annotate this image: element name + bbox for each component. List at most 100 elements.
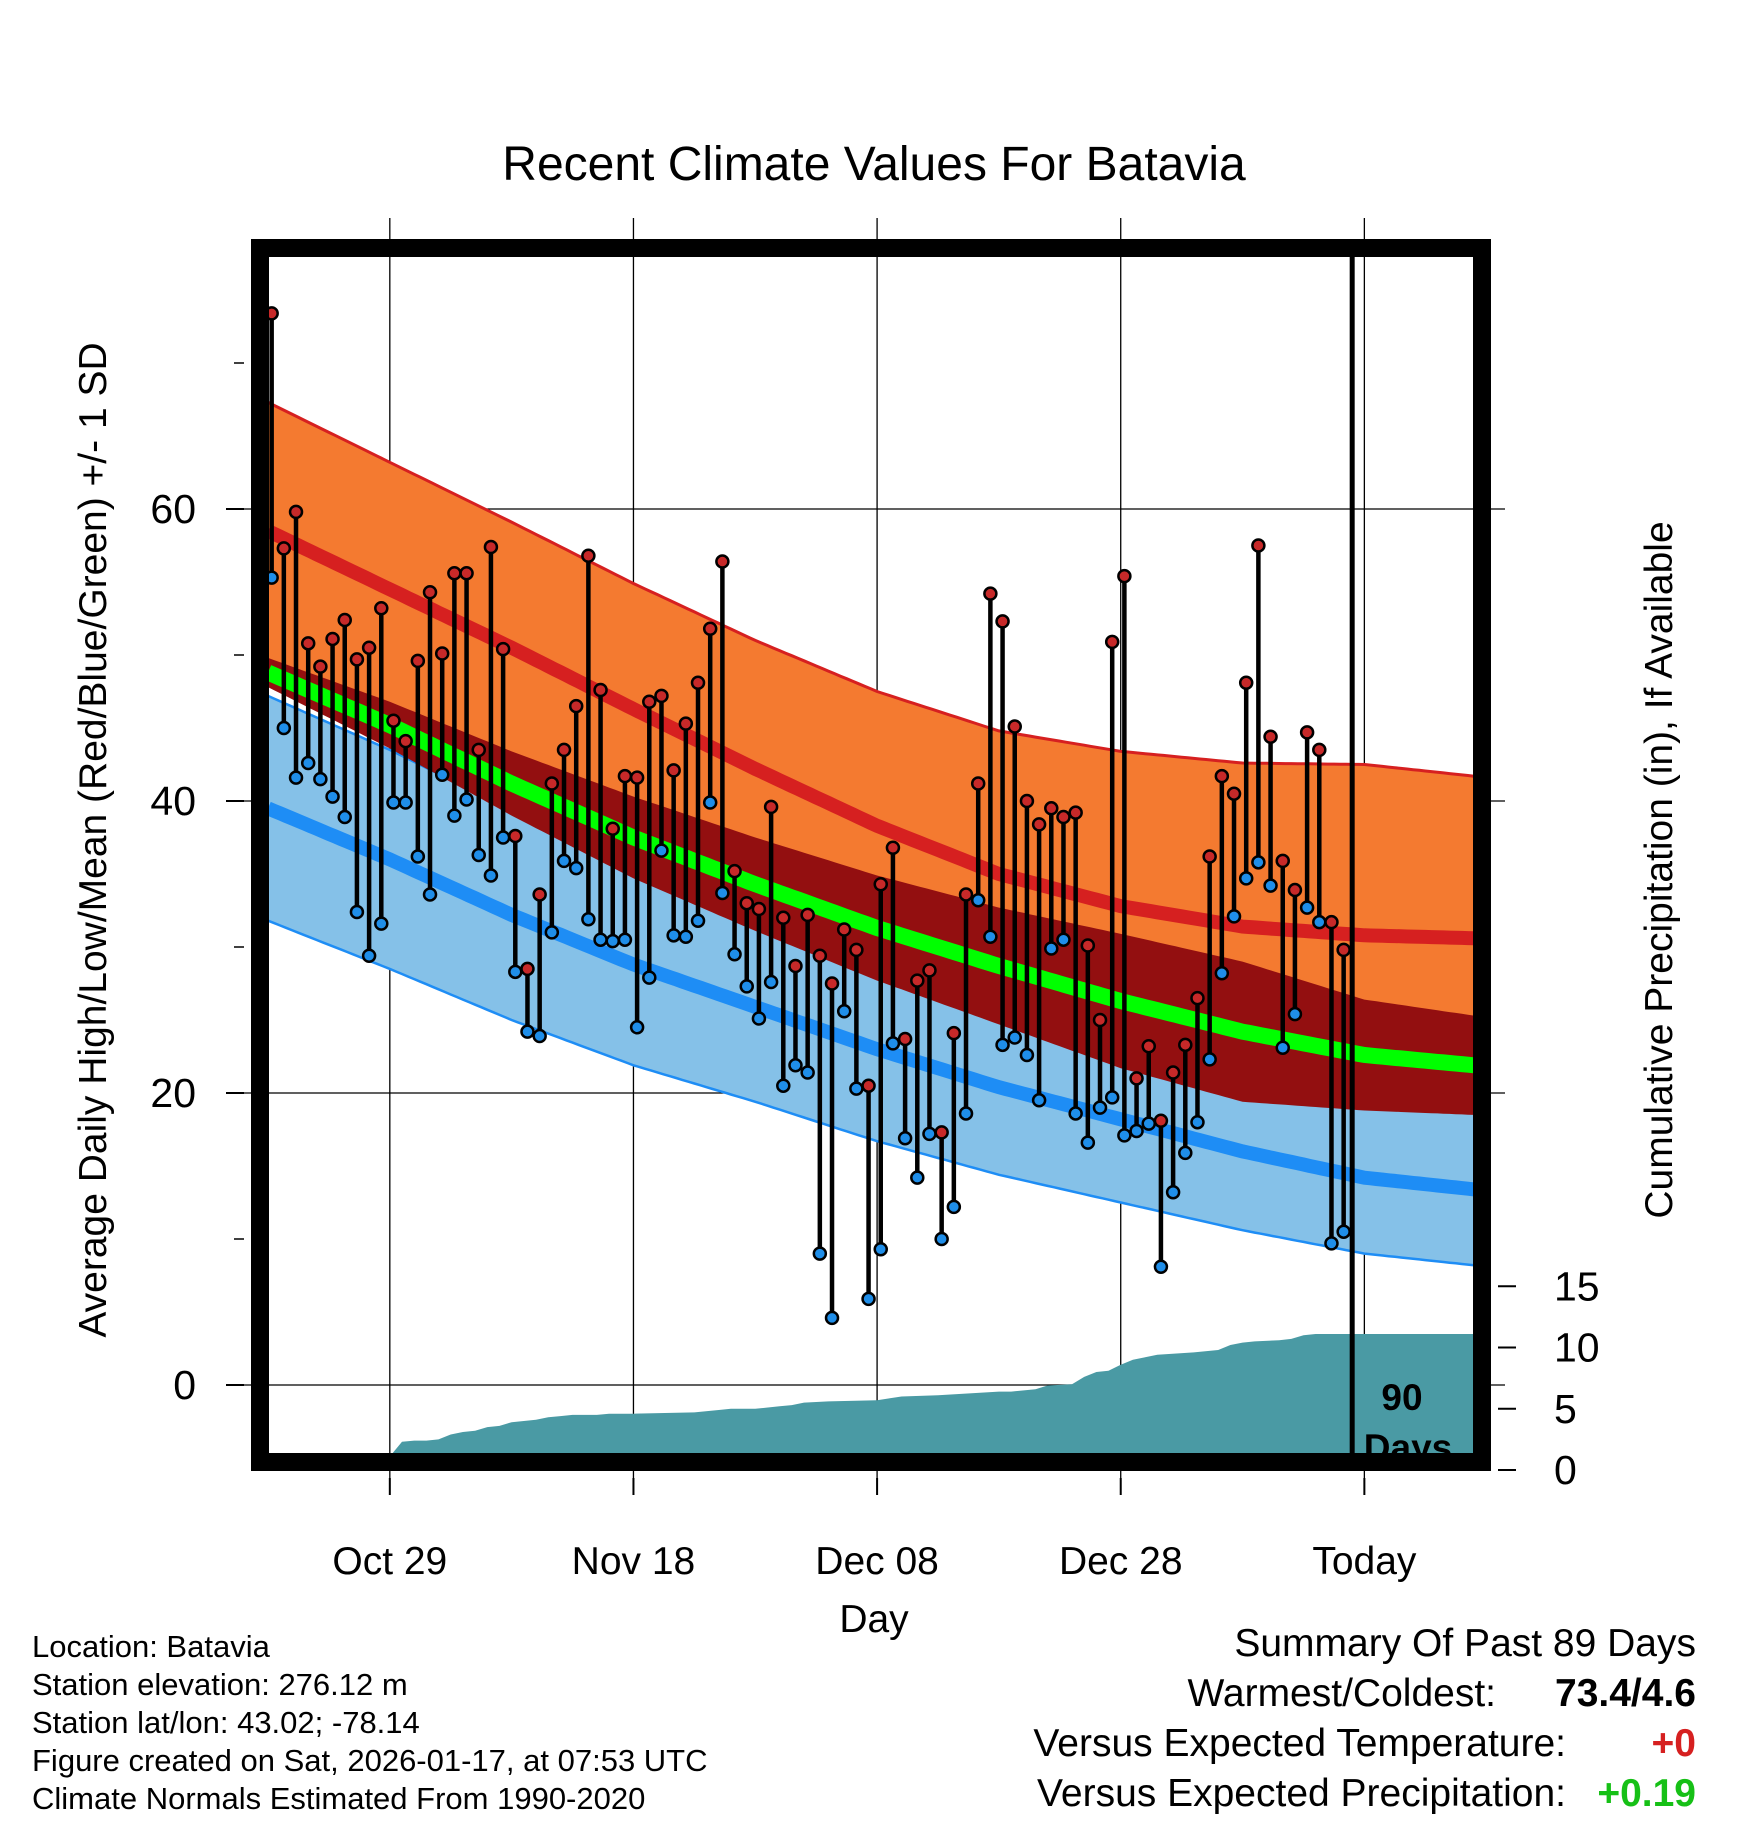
low-point-82 (1263, 878, 1278, 893)
info-latlon: Station lat/lon: 43.02; -78.14 (32, 1705, 420, 1740)
high-sd-band (268, 402, 1474, 1107)
low-point-17 (471, 847, 486, 863)
high-point-27 (593, 682, 608, 698)
high-point-53 (910, 973, 925, 988)
high-point-15 (447, 565, 462, 581)
today-days-number: 90 (1381, 1377, 1422, 1418)
precip-cumulative-area (268, 1334, 1474, 1470)
high-point-17 (471, 742, 486, 758)
high-point-34 (678, 716, 694, 731)
low-point-41 (763, 974, 779, 990)
precip-vs-expected-label: Versus Expected Precipitation: (1037, 1772, 1566, 1815)
info-created: Figure created on Sat, 2026-01-17, at 07… (32, 1743, 708, 1778)
low-sd-lower-edge (267, 919, 1475, 1267)
high-point-50 (873, 876, 888, 892)
high-point-57 (958, 887, 974, 902)
low-point-31 (642, 970, 657, 985)
y2-tick-label-3: 15 (1554, 1263, 1600, 1309)
plot-frame (251, 239, 1491, 1471)
low-point-1 (276, 720, 292, 736)
low-point-2 (288, 770, 304, 785)
high-point-52 (897, 1031, 913, 1047)
mean-sd-band (268, 657, 1474, 1115)
low-point-37 (715, 885, 730, 901)
high-point-76 (1190, 990, 1205, 1006)
axes: Oct 29 Nov 18 Dec 08 Dec 28 Today 0 20 40 60 0 5 10… (150, 362, 1600, 1583)
high-point-42 (776, 910, 791, 926)
low-point-33 (666, 928, 681, 943)
low-point-86 (1312, 914, 1327, 930)
low-point-39 (739, 979, 754, 994)
x-tick-label-2: Dec 08 (815, 1540, 939, 1583)
high-sd-upper-edge (267, 401, 1475, 778)
low-point-5 (325, 789, 340, 804)
high-point-85 (1299, 725, 1315, 740)
high-point-67 (1080, 938, 1096, 953)
low-point-77 (1202, 1052, 1217, 1067)
low-point-28 (605, 933, 620, 949)
low-point-57 (958, 1106, 974, 1121)
high-point-39 (739, 895, 754, 911)
high-point-84 (1287, 882, 1303, 898)
low-point-20 (508, 964, 523, 980)
low-point-69 (1104, 1090, 1120, 1105)
high-point-65 (1056, 809, 1071, 825)
info-location: Location: Batavia (32, 1629, 270, 1664)
daily-bars (269, 313, 1346, 1318)
low-point-30 (629, 1020, 645, 1035)
high-point-6 (337, 612, 352, 628)
high-point-30 (629, 770, 645, 785)
low-point-65 (1056, 932, 1071, 947)
high-point-59 (983, 586, 998, 601)
x-tick-label-0: Oct 29 (332, 1540, 447, 1583)
low-point-84 (1287, 1006, 1303, 1022)
high-point-13 (422, 584, 438, 600)
normal-mean-line (264, 665, 1475, 1074)
high-point-70 (1117, 568, 1132, 584)
low-point-19 (495, 830, 511, 845)
y2-tick-label-0: 0 (1554, 1447, 1577, 1493)
low-point-4 (313, 771, 328, 787)
info-elevation: Station elevation: 276.12 m (32, 1667, 408, 1702)
high-point-40 (751, 901, 767, 917)
high-point-66 (1068, 805, 1083, 820)
high-point-81 (1251, 538, 1266, 553)
low-point-71 (1129, 1123, 1144, 1139)
high-point-75 (1178, 1037, 1193, 1053)
low-point-47 (836, 1003, 852, 1019)
high-point-72 (1141, 1039, 1156, 1054)
normal-high-line (264, 524, 1475, 946)
high-point-23 (544, 776, 560, 791)
high-point-61 (1007, 719, 1022, 734)
high-point-64 (1044, 801, 1059, 816)
x-tick-label-4: Today (1312, 1540, 1417, 1583)
low-point-60 (995, 1037, 1010, 1053)
low-point-76 (1190, 1114, 1205, 1130)
high-point-47 (836, 922, 852, 937)
low-point-50 (873, 1241, 888, 1257)
precipitation-area (268, 1334, 1474, 1470)
high-point-63 (1031, 817, 1047, 832)
low-point-54 (922, 1126, 937, 1142)
x-axis-label: Day (839, 1598, 909, 1641)
high-point-78 (1214, 768, 1230, 784)
high-point-71 (1129, 1071, 1144, 1086)
high-point-21 (520, 961, 535, 977)
low-point-59 (983, 929, 998, 945)
info-normals: Climate Normals Estimated From 1990-2020 (32, 1781, 646, 1816)
high-point-18 (483, 539, 499, 555)
high-point-86 (1312, 742, 1327, 758)
high-point-24 (556, 742, 572, 758)
low-point-22 (532, 1028, 547, 1044)
high-point-51 (885, 840, 901, 855)
high-point-69 (1104, 634, 1120, 650)
high-point-8 (361, 640, 377, 655)
high-point-46 (824, 976, 840, 991)
low-point-10 (386, 795, 401, 810)
high-point-38 (727, 863, 742, 879)
low-point-9 (374, 916, 389, 931)
y2-tick-label-1: 5 (1554, 1386, 1577, 1432)
high-point-26 (581, 548, 596, 563)
summary-temperature: Versus Expected Temperature: +0 (1033, 1722, 1696, 1766)
